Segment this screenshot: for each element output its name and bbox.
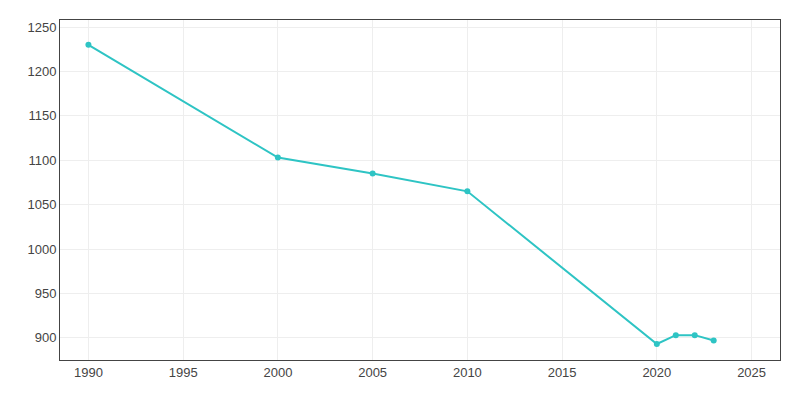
svg-text:2025: 2025 — [737, 365, 766, 380]
svg-text:1250: 1250 — [27, 20, 56, 35]
svg-text:2000: 2000 — [263, 365, 292, 380]
svg-text:2005: 2005 — [358, 365, 387, 380]
svg-text:900: 900 — [35, 330, 57, 345]
svg-text:1995: 1995 — [169, 365, 198, 380]
svg-text:1150: 1150 — [28, 108, 56, 123]
svg-text:1000: 1000 — [27, 242, 56, 257]
svg-text:1200: 1200 — [27, 64, 56, 79]
svg-text:2010: 2010 — [453, 365, 482, 380]
svg-text:1990: 1990 — [74, 365, 103, 380]
svg-text:1100: 1100 — [28, 153, 56, 168]
svg-text:2020: 2020 — [642, 365, 671, 380]
svg-text:950: 950 — [35, 286, 57, 301]
svg-text:2015: 2015 — [548, 365, 577, 380]
svg-text:1050: 1050 — [27, 197, 56, 212]
